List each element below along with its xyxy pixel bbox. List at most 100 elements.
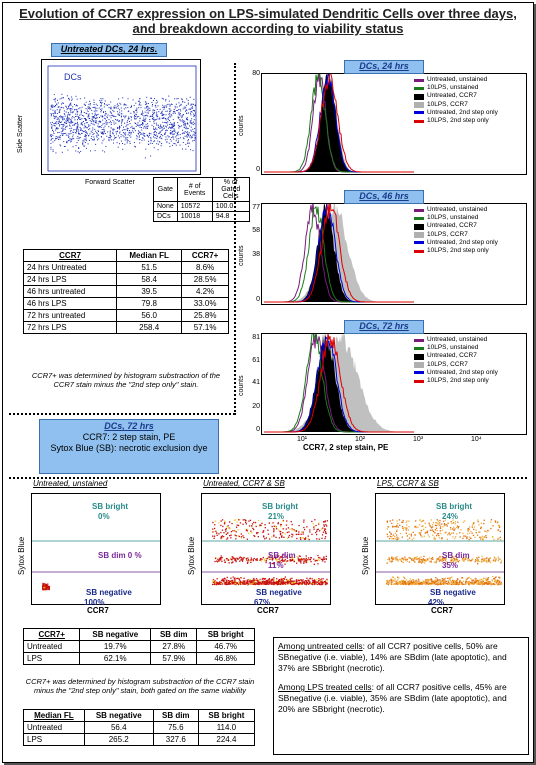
scatter-point: [51, 127, 53, 129]
scatter-point: [73, 132, 75, 133]
dot-point: [285, 524, 288, 526]
dot-point: [438, 560, 441, 562]
scatter-point: [70, 132, 72, 134]
scatter-point: [93, 120, 95, 122]
scatter-point: [71, 127, 73, 129]
scatter-point: [171, 137, 173, 139]
scatter-point: [72, 111, 74, 113]
histogram-svg: [264, 69, 414, 173]
scatter-point: [92, 129, 94, 131]
scatter-point: [95, 122, 97, 124]
dot-point: [257, 536, 259, 538]
dot-point: [437, 522, 439, 524]
scatter-point: [94, 108, 96, 110]
scatter-point: [191, 111, 193, 113]
dot-point: [464, 581, 467, 583]
dot-point: [410, 581, 412, 584]
table-cell: 75.6: [152, 721, 199, 734]
dot-point: [405, 559, 407, 561]
dot-point: [221, 583, 223, 585]
dot-point: [271, 558, 273, 560]
scatter-point: [133, 105, 135, 107]
scatter-point: [52, 124, 54, 126]
dot-point: [495, 582, 498, 584]
dot-point: [226, 581, 228, 583]
dot-point: [482, 583, 484, 585]
dot-point: [486, 583, 488, 585]
dot-point: [250, 530, 252, 532]
scatter-point: [187, 135, 189, 137]
scatter-point: [154, 131, 156, 133]
dot-point: [326, 520, 328, 522]
dot-point: [284, 563, 286, 565]
dot-point: [452, 562, 454, 564]
scatter-point: [59, 144, 61, 146]
scatter-point: [76, 111, 78, 113]
scatter-point: [120, 113, 122, 115]
scatter-point: [59, 108, 61, 110]
dot-point: [426, 581, 428, 583]
dot-point: [417, 580, 419, 582]
dot-point: [212, 583, 214, 586]
dot-point: [286, 560, 288, 562]
dot-point: [438, 559, 440, 561]
scatter-point: [139, 131, 141, 133]
scatter-point: [109, 136, 111, 138]
scatter-point: [160, 124, 162, 126]
scatter-point: [79, 152, 80, 154]
dot-point: [439, 522, 441, 524]
scatter-point: [121, 121, 123, 123]
scatter-point: [141, 114, 143, 116]
table-row: 46 hrs untreated 39.5 4.2%: [22, 285, 229, 298]
dot-point: [420, 562, 423, 564]
dot-point: [468, 536, 471, 538]
dot-point: [480, 536, 482, 539]
legend-item: 10LPS, CCR7: [414, 361, 498, 369]
scatter-point: [171, 115, 173, 117]
scatter-point: [78, 131, 80, 133]
scatter-point: [65, 125, 67, 127]
dot-point: [305, 584, 307, 586]
scatter-point: [157, 149, 159, 151]
sb-table-2: Median FL SB negative SB dim SB bright U…: [23, 709, 256, 746]
sb-th: CCR7+: [22, 628, 81, 641]
scatter-point: [100, 98, 102, 100]
scatter-point: [93, 124, 95, 126]
scatter-point: [193, 121, 195, 123]
dot-point: [322, 527, 324, 529]
scatter-point: [114, 105, 116, 107]
scatter-point: [144, 101, 146, 103]
scatter-point: [70, 130, 72, 132]
dot-point: [451, 576, 453, 578]
dot-point: [303, 560, 305, 562]
dot-point: [247, 532, 250, 534]
dot-point: [295, 583, 297, 585]
dot-point: [406, 582, 409, 584]
dot-point: [224, 522, 226, 524]
dot-point: [281, 556, 284, 559]
dot-point: [232, 583, 234, 585]
dot-point: [446, 525, 448, 527]
scatter-point: [58, 138, 59, 140]
scatter-point: [187, 127, 189, 129]
scatter-point: [168, 95, 170, 97]
table-cell: 39.5: [116, 285, 183, 298]
dot-point: [407, 583, 410, 586]
scatter-point: [119, 102, 121, 104]
scatter-point: [180, 98, 182, 100]
dot-plot-svg: [32, 540, 160, 591]
scatter-point: [157, 140, 159, 142]
scatter-point: [93, 104, 95, 105]
legend-label: 10LPS, 2nd step only: [427, 377, 489, 385]
dot-point: [247, 581, 249, 583]
scatter-point: [57, 99, 58, 101]
scatter-point: [60, 145, 62, 147]
dot-point: [216, 583, 218, 585]
scatter-point: [72, 116, 74, 118]
scatter-point: [176, 132, 178, 134]
scatter-point: [66, 108, 68, 110]
dot-point: [224, 583, 226, 585]
dot-point: [446, 561, 448, 564]
dot-point: [493, 578, 495, 580]
dot-point: [460, 581, 462, 583]
